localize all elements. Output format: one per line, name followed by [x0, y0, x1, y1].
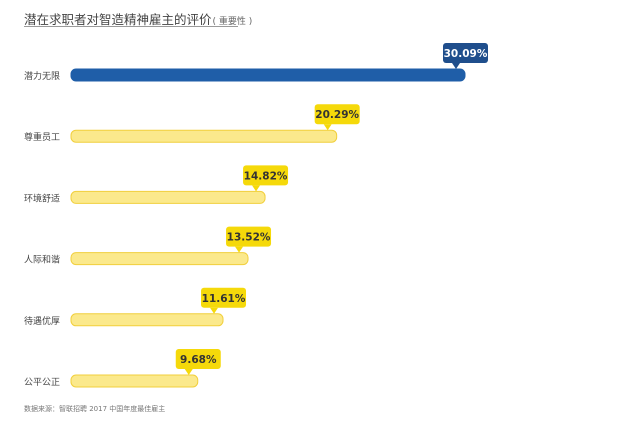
category-label: 尊重员工: [24, 131, 60, 143]
value-badge-pointer: [452, 63, 460, 69]
value-label: 14.82%: [244, 170, 288, 182]
title-underline: [24, 26, 238, 27]
value-badge-pointer: [235, 246, 244, 253]
bar: [70, 129, 338, 143]
value-badge: [175, 349, 221, 369]
category-label: 潜力无限: [24, 70, 60, 82]
value-label: 13.52%: [227, 232, 271, 244]
value-label: 9.68%: [180, 354, 217, 366]
data-source-note: 数据来源：智联招聘 2017 中国年度最佳雇主: [24, 405, 166, 413]
value-badge-pointer: [210, 307, 219, 314]
category-label: 人际和谐: [24, 255, 60, 266]
value-badge: [201, 287, 247, 308]
value-badge: [226, 226, 272, 247]
value-badge-pointer: [252, 185, 261, 192]
category-label: 公平公正: [24, 377, 60, 388]
value-label: 30.09%: [444, 48, 488, 60]
bar: [70, 313, 224, 327]
value-badge-pointer: [323, 124, 332, 131]
value-badge: [243, 165, 289, 186]
chart-title-block: 潜在求职者对智造精神雇主的评价( 重要性 ): [24, 9, 252, 28]
value-label: 20.29%: [315, 109, 359, 121]
value-label: 11.61%: [202, 293, 246, 305]
chart-title: 潜在求职者对智造精神雇主的评价: [24, 12, 212, 27]
bar: [70, 374, 199, 388]
bar: [70, 68, 466, 82]
bar: [70, 252, 249, 266]
value-badge: [314, 104, 360, 125]
bar: [70, 190, 266, 204]
value-badge-pointer: [184, 369, 193, 375]
category-label: 待遇优厚: [24, 315, 60, 327]
category-label: 环境舒适: [24, 192, 60, 204]
value-badge: [443, 43, 488, 63]
chart-subtitle: ( 重要性 ): [212, 17, 253, 27]
